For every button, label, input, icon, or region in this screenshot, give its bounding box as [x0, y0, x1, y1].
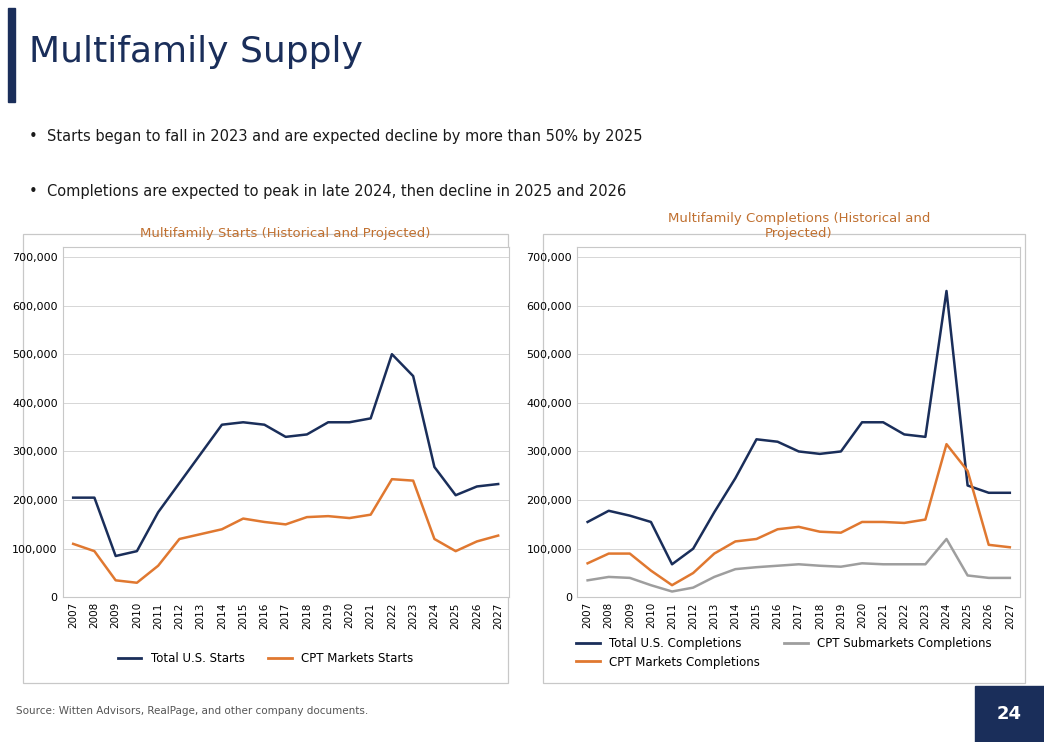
- Bar: [8, 7, 15, 102]
- Text: Source: Witten Advisors, RealPage, and other company documents.: Source: Witten Advisors, RealPage, and o…: [16, 706, 367, 716]
- Text: •  Completions are expected to peak in late 2024, then decline in 2025 and 2026: • Completions are expected to peak in la…: [29, 183, 626, 199]
- Legend: Total U.S. Starts, CPT Markets Starts: Total U.S. Starts, CPT Markets Starts: [113, 648, 419, 670]
- Legend: Total U.S. Completions, CPT Markets Completions, CPT Submarkets Completions: Total U.S. Completions, CPT Markets Comp…: [572, 632, 996, 673]
- Title: Multifamily Completions (Historical and
Projected): Multifamily Completions (Historical and …: [667, 212, 930, 240]
- Text: Multifamily Supply: Multifamily Supply: [29, 35, 363, 69]
- Text: •  Starts began to fall in 2023 and are expected decline by more than 50% by 202: • Starts began to fall in 2023 and are e…: [29, 129, 643, 144]
- Text: 24: 24: [997, 705, 1022, 723]
- Title: Multifamily Starts (Historical and Projected): Multifamily Starts (Historical and Proje…: [141, 228, 431, 240]
- Bar: [975, 686, 1044, 742]
